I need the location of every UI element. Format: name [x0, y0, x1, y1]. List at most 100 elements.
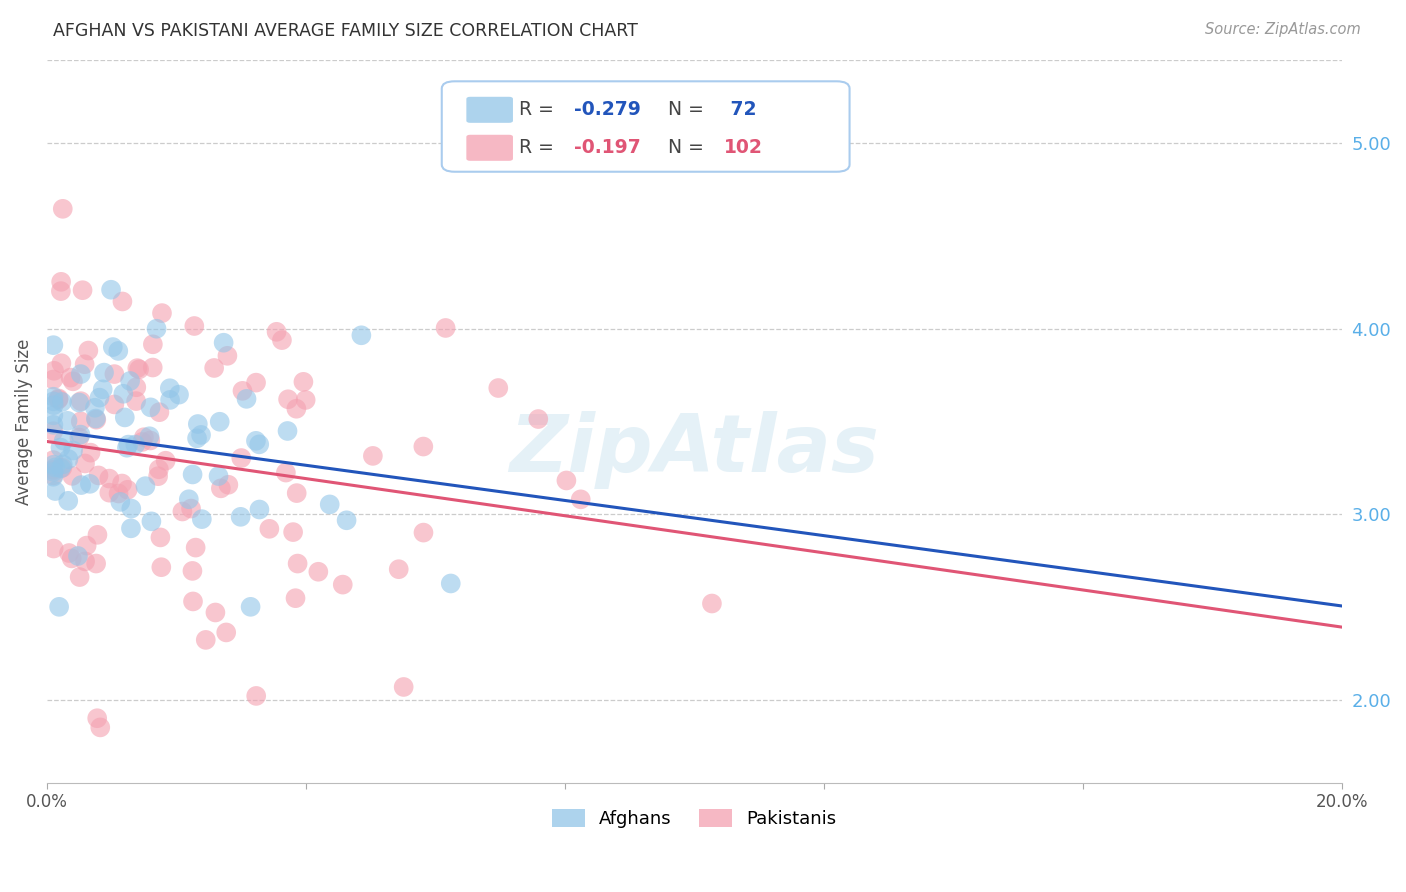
Point	[259, 522, 281, 536]
Point	[159, 381, 181, 395]
Point	[114, 410, 136, 425]
Point	[115, 441, 138, 455]
Point	[217, 477, 239, 491]
Point	[42, 394, 65, 409]
Point	[332, 577, 354, 591]
Point	[159, 392, 181, 407]
Point	[284, 591, 307, 606]
Point	[58, 493, 80, 508]
Point	[190, 428, 212, 442]
Point	[69, 427, 91, 442]
Point	[120, 521, 142, 535]
Point	[58, 546, 80, 560]
Text: AFGHAN VS PAKISTANI AVERAGE FAMILY SIZE CORRELATION CHART: AFGHAN VS PAKISTANI AVERAGE FAMILY SIZE …	[53, 22, 638, 40]
Point	[48, 599, 70, 614]
Point	[107, 486, 129, 500]
Point	[207, 469, 229, 483]
Point	[51, 395, 73, 409]
Point	[142, 337, 165, 351]
Point	[100, 283, 122, 297]
Point	[287, 557, 309, 571]
Point	[44, 484, 66, 499]
Point	[42, 453, 65, 467]
Point	[145, 322, 167, 336]
Point	[58, 452, 80, 467]
Point	[555, 474, 578, 488]
Point	[84, 413, 107, 427]
Point	[103, 397, 125, 411]
Point	[42, 468, 65, 483]
Point	[155, 454, 177, 468]
Point	[117, 483, 139, 497]
Point	[48, 392, 70, 407]
Text: -0.197: -0.197	[574, 138, 641, 157]
Point	[42, 398, 65, 412]
Point	[142, 360, 165, 375]
Point	[84, 401, 107, 415]
Point	[73, 457, 96, 471]
Text: ZipAtlas: ZipAtlas	[509, 411, 879, 489]
Point	[150, 306, 173, 320]
Point	[212, 335, 235, 350]
Point	[48, 392, 70, 406]
FancyBboxPatch shape	[441, 81, 849, 172]
Point	[69, 414, 91, 428]
Point	[112, 386, 135, 401]
Point	[134, 479, 156, 493]
Point	[125, 380, 148, 394]
Point	[245, 376, 267, 390]
Point	[139, 434, 162, 448]
Point	[148, 462, 170, 476]
Point	[307, 565, 329, 579]
Point	[245, 434, 267, 448]
Point	[204, 606, 226, 620]
FancyBboxPatch shape	[467, 135, 513, 161]
Point	[42, 465, 65, 479]
Point	[138, 429, 160, 443]
Point	[181, 467, 204, 482]
Point	[72, 283, 94, 297]
Point	[141, 514, 163, 528]
Point	[77, 343, 100, 358]
Point	[180, 501, 202, 516]
Point	[42, 463, 65, 477]
Text: R =: R =	[519, 138, 561, 157]
Point	[247, 437, 270, 451]
Point	[79, 445, 101, 459]
Point	[86, 711, 108, 725]
Point	[127, 361, 149, 376]
Point	[277, 392, 299, 407]
Text: N =: N =	[668, 100, 710, 120]
Point	[59, 370, 82, 384]
Point	[93, 366, 115, 380]
Point	[266, 325, 288, 339]
Point	[392, 680, 415, 694]
Point	[60, 551, 83, 566]
Point	[66, 549, 89, 563]
Text: 102: 102	[724, 138, 763, 157]
Point	[60, 468, 83, 483]
Point	[177, 492, 200, 507]
Text: R =: R =	[519, 100, 561, 120]
Point	[412, 525, 434, 540]
Point	[440, 576, 463, 591]
Point	[89, 391, 111, 405]
Point	[146, 469, 169, 483]
Point	[42, 417, 65, 432]
Point	[239, 599, 262, 614]
Point	[149, 530, 172, 544]
Point	[281, 525, 304, 540]
Point	[98, 472, 121, 486]
Point	[249, 502, 271, 516]
Point	[79, 476, 101, 491]
Point	[62, 375, 84, 389]
Point	[700, 597, 723, 611]
Point	[319, 497, 342, 511]
Point	[75, 554, 97, 568]
Point	[84, 557, 107, 571]
Point	[229, 509, 252, 524]
Point	[361, 449, 384, 463]
Legend: Afghans, Pakistanis: Afghans, Pakistanis	[546, 802, 844, 836]
Point	[527, 412, 550, 426]
Point	[187, 417, 209, 431]
